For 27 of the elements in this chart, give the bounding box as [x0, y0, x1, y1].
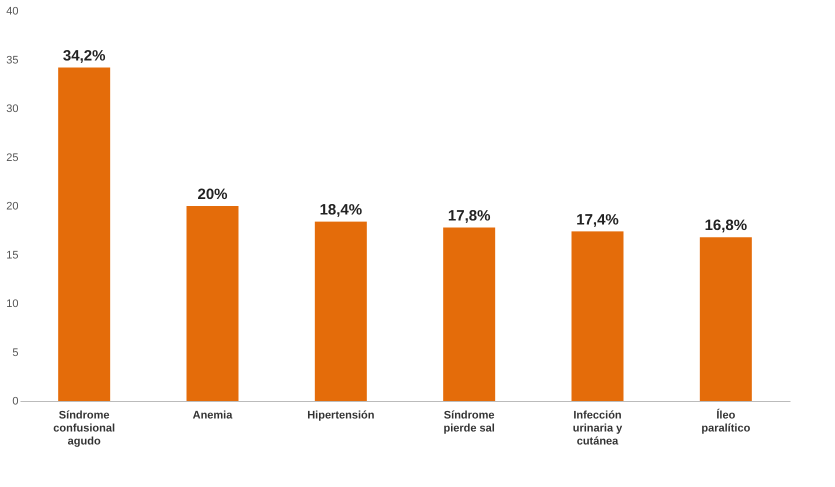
- y-tick-label: 35: [6, 54, 18, 66]
- x-tick-label: Síndrome pierde sal: [443, 410, 495, 434]
- y-tick-label: 0: [12, 396, 18, 408]
- x-tick-label: Síndrome confusional agudo: [53, 410, 116, 448]
- bar: [186, 206, 238, 401]
- x-tick-label: Anemia: [192, 410, 234, 422]
- bar: [443, 227, 496, 401]
- data-label: 17,8%: [448, 207, 490, 224]
- y-tick-label: 25: [6, 152, 18, 164]
- y-tick-label: 20: [6, 200, 18, 212]
- y-tick-label: 5: [12, 346, 18, 359]
- data-label: 34,2%: [62, 48, 106, 65]
- bar: [58, 68, 110, 401]
- y-tick-label: 30: [6, 103, 18, 115]
- y-tick-label: 40: [6, 6, 18, 18]
- bar: [314, 222, 367, 401]
- x-tick-label: Infección urinaria y cutánea: [572, 410, 624, 448]
- bar: [572, 231, 624, 401]
- x-tick-label: Íleo paralítico: [701, 408, 751, 434]
- y-tick-label: 10: [6, 298, 18, 310]
- data-label: 18,4%: [320, 202, 362, 219]
- x-tick-label: Hipertensión: [307, 410, 375, 422]
- y-tick-label: 15: [6, 249, 18, 262]
- data-label: 16,8%: [704, 217, 748, 234]
- data-label: 20%: [197, 186, 228, 203]
- data-label: 17,4%: [576, 211, 619, 228]
- bar: [700, 237, 752, 401]
